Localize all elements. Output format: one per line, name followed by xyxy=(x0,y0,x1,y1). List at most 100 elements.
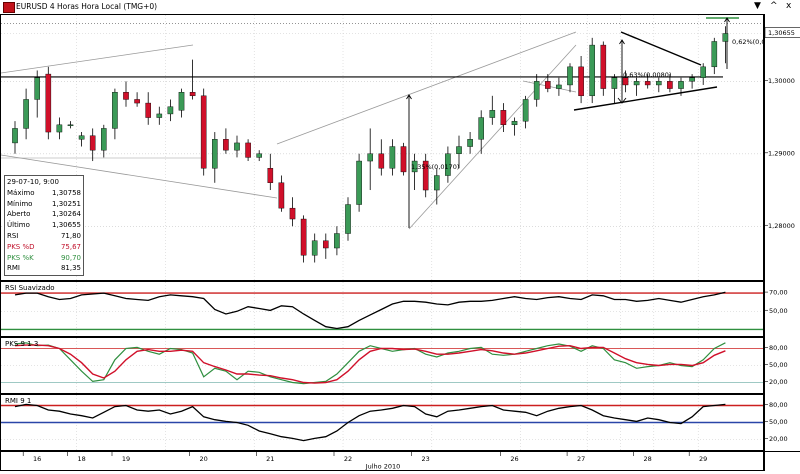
infobox-row: Aberto 1,30264 xyxy=(7,209,81,220)
price-panel: 0,62%(0,008 0,63%(0,0080) 1,35%(0,0170) xyxy=(0,14,764,281)
indicator-tick-label: 20,00 xyxy=(769,378,788,386)
infobox-value: 1,30758 xyxy=(52,188,81,197)
x-day-label: 16 xyxy=(33,455,41,463)
candle-bull xyxy=(56,124,63,133)
candle-bull xyxy=(411,160,418,173)
infobox-label: Último xyxy=(7,221,30,230)
candle-bear xyxy=(667,81,673,89)
indicator-series-line xyxy=(14,291,726,330)
infobox-value: 90,70 xyxy=(60,253,81,262)
menu-dropdown-icon[interactable]: ▼ xyxy=(754,1,761,11)
candle-bear xyxy=(323,240,329,249)
rsi-axis-labels: 70,00 50,00 xyxy=(765,289,788,315)
stoch-chart xyxy=(1,338,763,393)
candle-bear xyxy=(223,139,229,151)
candle-bull xyxy=(467,139,473,147)
candle-bear xyxy=(500,110,507,126)
candle-bull xyxy=(334,233,340,249)
data-window: 29-07-10, 9:00 Máximo 1,30758 Mínimo 1,3025… xyxy=(4,175,84,277)
infobox-row: PKS %K 90,70 xyxy=(7,253,81,264)
candle-bear xyxy=(189,91,196,97)
candle-bear xyxy=(245,142,251,158)
title-bar: EURUSD 4 Horas Hora Local (TMG+0) ▼ ^ x xyxy=(0,0,800,15)
candle-bear xyxy=(89,135,96,151)
rsi-chart xyxy=(1,282,763,336)
x-day-label: 29 xyxy=(699,455,707,463)
candle-bear xyxy=(145,102,152,118)
infobox-row: RMI 81,35 xyxy=(7,263,81,274)
infobox-value: 1,30264 xyxy=(52,210,81,219)
candle-bull xyxy=(456,146,462,154)
rsi-panel: RSI Suavizado xyxy=(0,281,764,337)
maximize-icon[interactable]: ^ xyxy=(770,1,778,11)
measure-arrow-3-head xyxy=(724,17,730,23)
price-tick-label: 1,29000 xyxy=(768,149,795,157)
trend-line-upper-left xyxy=(1,44,194,74)
candle-bull xyxy=(256,153,263,158)
x-month-label: Julho 2010 xyxy=(365,463,401,471)
candle-bear xyxy=(134,99,140,104)
price-tick-label: 1,30655 xyxy=(768,29,795,37)
indicator-tick-label: 50,00 xyxy=(769,418,788,426)
measure-arrow-1-head xyxy=(406,94,412,100)
channel-upper-line xyxy=(276,31,577,145)
annotation-pct-2: 0,63%(0,0080) xyxy=(623,71,671,79)
infobox-label: Máximo xyxy=(7,188,35,197)
candle-bull xyxy=(611,77,618,89)
time-axis-labels: 16 18 19 20 21 22 23 26 27 28 29 Julho 2010 xyxy=(22,452,707,471)
measure-arrow-2-tail xyxy=(617,97,627,104)
infobox-label: Aberto xyxy=(7,210,31,219)
candle-bull xyxy=(722,33,729,42)
infobox-value: 1,30251 xyxy=(52,199,81,208)
annotation-pct-1: 0,62%(0,008 xyxy=(732,38,763,46)
infobox-row: Último 1,30655 xyxy=(7,220,81,231)
candle-bull xyxy=(34,77,40,100)
candle-bear xyxy=(578,66,584,97)
candle-bear xyxy=(123,91,129,100)
candle-bull xyxy=(367,153,374,162)
x-day-label: 27 xyxy=(577,455,585,463)
candle-bull xyxy=(489,110,496,118)
candle-bull xyxy=(434,175,440,191)
stoch-axis-labels: 80,00 50,00 20,00 xyxy=(765,344,788,386)
price-axis-labels: 1,30655 1,30000 1,29000 1,28000 xyxy=(764,27,800,230)
candle-bull xyxy=(689,77,695,82)
candle-bear xyxy=(378,153,385,169)
candle-bull xyxy=(567,66,573,86)
rmi-axis: 80,00 50,00 20,00 xyxy=(764,394,800,451)
rmi-panel: RMI 9 1 xyxy=(0,394,764,451)
channel-lower-line xyxy=(408,44,577,230)
rmi-title: RMI 9 1 xyxy=(5,397,32,405)
candle-bull xyxy=(522,99,529,122)
infobox-label: RSI xyxy=(7,231,19,240)
wedge-lower-line xyxy=(573,86,718,111)
rsi-axis: 70,00 50,00 xyxy=(764,281,800,337)
candle-bull xyxy=(533,81,540,100)
close-icon[interactable]: x xyxy=(786,1,792,11)
x-day-label: 21 xyxy=(266,455,274,463)
candle-bear xyxy=(278,182,285,209)
candle-bull xyxy=(156,113,163,118)
infobox-row: Mínimo 1,30251 xyxy=(7,199,81,210)
candle-bear xyxy=(267,168,274,183)
candle-bull xyxy=(234,142,240,151)
candle-bull xyxy=(589,44,595,97)
candle-bull xyxy=(711,41,718,68)
candle-bear xyxy=(289,207,296,220)
stoch-title: PKS 9 1 3 xyxy=(5,340,39,348)
candle-bull xyxy=(23,99,29,129)
infobox-row: PKS %D 75,67 xyxy=(7,242,81,253)
stoch-axis: 80,00 50,00 20,00 xyxy=(764,337,800,394)
time-axis: 16 18 19 20 21 22 23 26 27 28 29 Julho 2010 xyxy=(0,451,764,471)
last-price-box xyxy=(764,27,800,38)
rmi-chart xyxy=(1,395,763,450)
infobox-value: 71,80 xyxy=(60,231,81,240)
indicator-tick-label: 50,00 xyxy=(769,307,788,315)
x-day-label: 23 xyxy=(422,455,430,463)
infobox-date: 29-07-10, 9:00 xyxy=(7,178,59,186)
price-tick-label: 1,28000 xyxy=(768,222,795,230)
candle-bear xyxy=(300,218,307,256)
indicator-series-line xyxy=(14,342,726,385)
candle-bull xyxy=(112,91,118,129)
wedge-upper-line xyxy=(620,31,702,66)
